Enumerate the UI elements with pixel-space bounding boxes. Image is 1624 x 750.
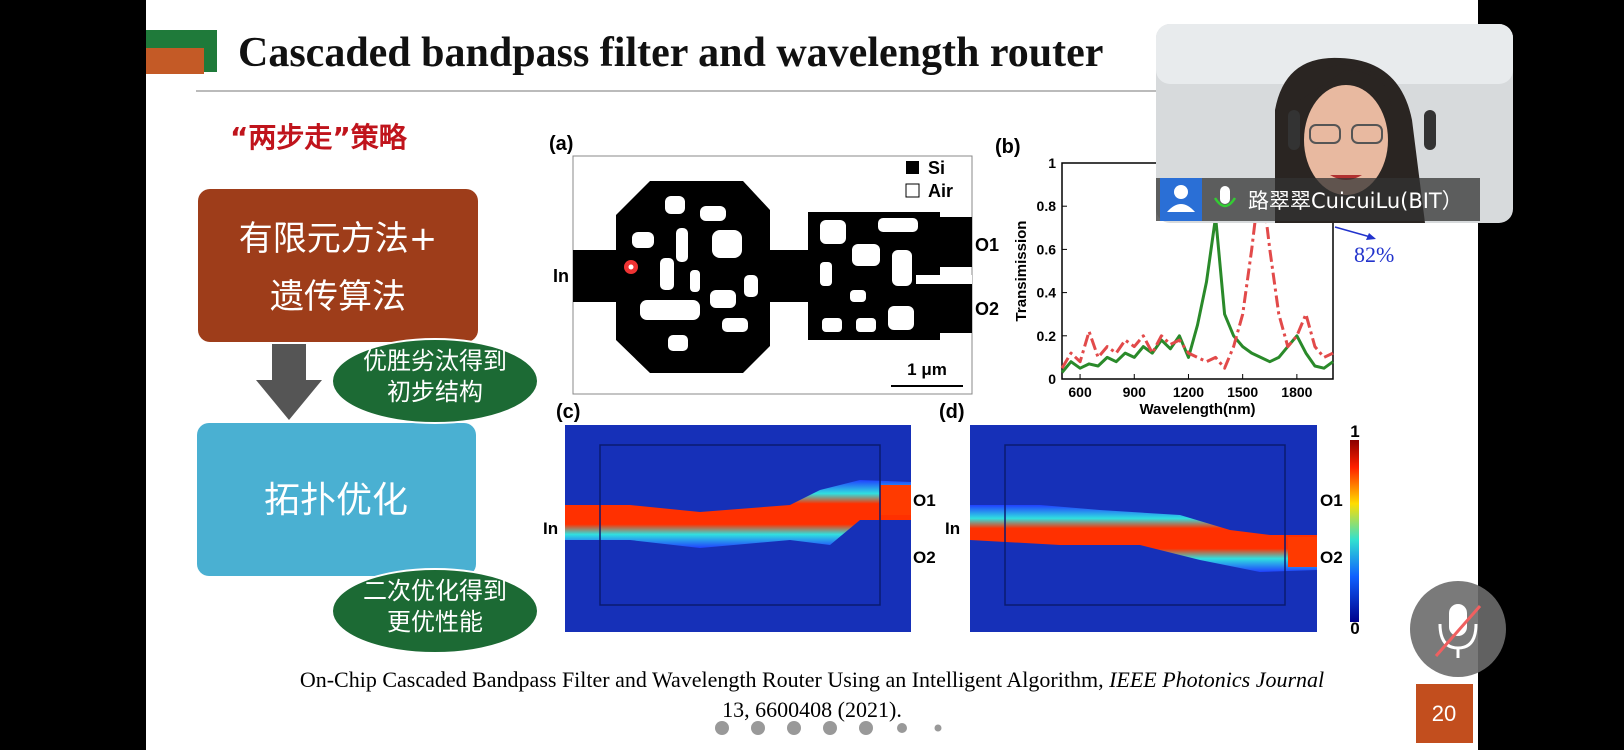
field-map xyxy=(565,425,911,632)
logo-orange xyxy=(146,48,204,74)
down-arrow xyxy=(256,344,322,420)
x-tick-label: 1500 xyxy=(1227,384,1258,400)
legend-swatch xyxy=(905,183,920,198)
colorbar xyxy=(1350,440,1359,622)
note-text: 二次优化得到 xyxy=(363,577,507,605)
participant-name: 路翠翠CuicuiLu(BIT） xyxy=(1248,189,1463,213)
scale-bar-label: 1 μm xyxy=(907,360,947,379)
port-label: O1 xyxy=(1320,491,1343,510)
note-text: 优胜劣汰得到 xyxy=(363,347,507,375)
transmission-plot: (b) 0 0.2 0.4 0.6 0.8 1 600 900 1200 1500 1800 Wavel… xyxy=(995,136,1394,418)
panel-label: (a) xyxy=(549,133,573,155)
y-tick-label: 0.6 xyxy=(1037,241,1057,257)
x-tick-label: 1800 xyxy=(1281,384,1312,400)
y-tick-label: 0.2 xyxy=(1037,328,1057,344)
mic-icon xyxy=(1220,186,1230,204)
participant-icon-head xyxy=(1174,185,1188,199)
field-map xyxy=(970,425,1317,632)
legend-swatch xyxy=(906,161,919,174)
legend-label: Si xyxy=(928,158,945,178)
step-box xyxy=(197,423,476,576)
port-label: O1 xyxy=(913,491,936,510)
panel-label: (d) xyxy=(939,401,965,423)
step-box xyxy=(198,189,478,342)
port-label: O2 xyxy=(1320,548,1343,567)
step-text: 遗传算法 xyxy=(270,277,406,317)
participant-icon-body xyxy=(1167,204,1195,212)
slide-title: Cascaded bandpass filter and wavelength … xyxy=(238,30,1103,76)
note-ellipse xyxy=(331,568,539,654)
annotation: 82% xyxy=(1354,242,1394,267)
note-ellipse xyxy=(331,338,539,424)
note-text: 更优性能 xyxy=(387,608,483,636)
port-label: O1 xyxy=(975,235,999,255)
page-number-box xyxy=(1416,684,1473,743)
legend-label: Air xyxy=(928,181,953,201)
port-label: O2 xyxy=(913,548,936,567)
note-text: 初步结构 xyxy=(387,378,483,406)
panel-label: (b) xyxy=(995,136,1021,158)
series-line xyxy=(1060,172,1334,370)
x-tick-label: 900 xyxy=(1123,384,1147,400)
port-label: In xyxy=(945,519,960,538)
y-tick-label: 0 xyxy=(1048,371,1056,387)
citation-text: On-Chip Cascaded Bandpass Filter and Wav… xyxy=(300,667,1104,692)
step-text: 拓扑优化 xyxy=(264,480,408,521)
port-label: In xyxy=(543,519,558,538)
port-label: In xyxy=(553,266,569,286)
device-layout xyxy=(573,181,972,373)
strategy-heading: “两步走”策略 xyxy=(230,121,408,154)
x-tick-label: 600 xyxy=(1068,384,1092,400)
annotation-arrowhead xyxy=(1366,233,1376,240)
mic-icon-ring xyxy=(1213,197,1237,208)
y-axis-label: Transimission xyxy=(1013,221,1030,322)
port-label: O2 xyxy=(975,299,999,319)
colorbar-label: 0 xyxy=(1350,619,1359,638)
mute-button[interactable] xyxy=(1410,581,1506,677)
citation-journal: IEEE Photonics Journal xyxy=(1108,667,1324,692)
y-tick-label: 0.8 xyxy=(1037,198,1057,214)
x-axis-label: Wavelength(nm) xyxy=(1139,401,1255,418)
step-text: 有限元方法+ xyxy=(239,219,438,259)
citation-details: 13, 6600408 (2021). xyxy=(722,697,902,722)
citation: On-Chip Cascaded Bandpass Filter and Wav… xyxy=(300,667,1324,692)
page-number: 20 xyxy=(1432,701,1456,726)
y-tick-label: 0.4 xyxy=(1037,285,1057,301)
annotation-arrow xyxy=(1334,226,1375,239)
x-tick-label: 1200 xyxy=(1173,384,1204,400)
page-dots[interactable] xyxy=(715,721,942,735)
y-tick-label: 1 xyxy=(1048,155,1056,171)
participant-icon xyxy=(1160,178,1202,221)
name-bar xyxy=(1156,178,1480,221)
panel-label: (c) xyxy=(556,401,580,423)
colorbar-label: 1 xyxy=(1350,422,1359,441)
